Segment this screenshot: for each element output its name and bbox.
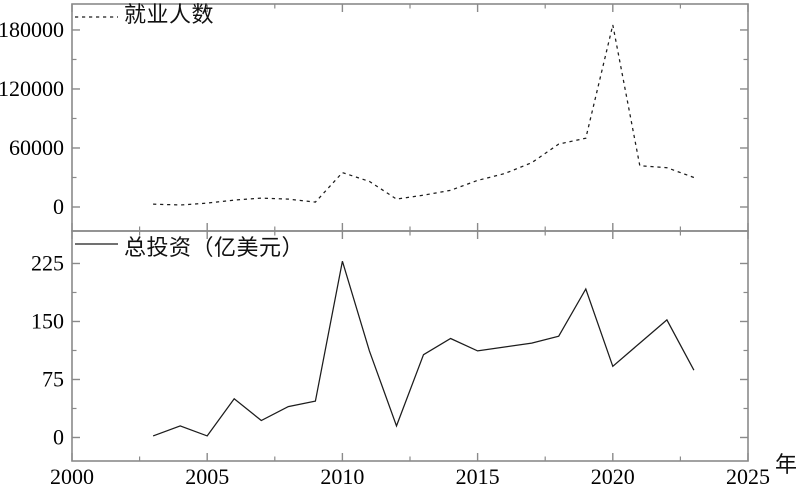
y-tick-label: 0 xyxy=(53,424,64,449)
series-line-0 xyxy=(153,24,695,206)
y-tick-label: 120000 xyxy=(0,76,64,101)
y-tick-label: 0 xyxy=(53,194,64,219)
panel-frame xyxy=(71,3,749,232)
x-tick-label: 2005 xyxy=(185,464,229,489)
legend-label-investment: 总投资（亿美元） xyxy=(124,235,305,260)
series-line-1 xyxy=(152,261,695,437)
x-tick-label: 2010 xyxy=(320,464,364,489)
panel-frame xyxy=(71,230,749,462)
legend-label-employment: 就业人数 xyxy=(124,2,215,27)
y-tick-label: 225 xyxy=(31,250,64,275)
x-tick-label: 2015 xyxy=(456,464,500,489)
x-tick-label: 2000 xyxy=(50,464,94,489)
x-axis-unit-label: 年 xyxy=(775,452,798,477)
y-tick-label: 60000 xyxy=(9,135,64,160)
x-tick-label: 2025 xyxy=(726,464,770,489)
y-tick-label: 150 xyxy=(31,308,64,333)
x-tick-label: 2020 xyxy=(591,464,635,489)
y-tick-label: 75 xyxy=(42,366,64,391)
y-tick-label: 180000 xyxy=(0,17,64,42)
